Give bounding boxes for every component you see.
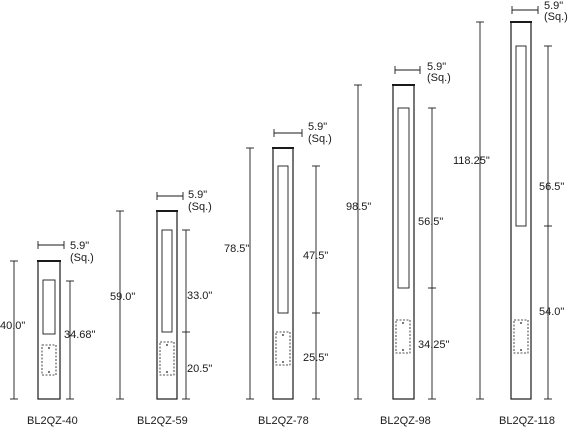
bollard-cap xyxy=(510,21,532,23)
lower-dimension-label: 34.25" xyxy=(418,339,450,351)
width-label: 5.9" xyxy=(427,61,446,73)
lower-dimension-label: 20.5" xyxy=(187,363,212,375)
screw xyxy=(48,371,50,373)
bollard-group-118: 5.9" (Sq.) 118.25" 56.5" 54.0" BL2QZ-118 xyxy=(453,0,568,427)
access-door xyxy=(41,344,57,376)
upper-dimension-label: 56.5" xyxy=(418,216,443,228)
width-sub-label: (Sq.) xyxy=(308,133,332,145)
overall-height-label: 59.0" xyxy=(110,291,135,303)
bollard-group-59: 5.9" (Sq.) 59.0" 33.0" 20.5" BL2QZ-59 xyxy=(110,189,212,427)
light-window xyxy=(277,165,289,314)
model-label: BL2QZ-78 xyxy=(258,415,309,427)
overall-height-label: 118.25" xyxy=(453,155,490,167)
lower-dimension-label: 25.5" xyxy=(303,352,328,364)
width-label: 5.9" xyxy=(70,240,89,252)
access-door xyxy=(513,319,529,354)
bollard-group-78: 5.9" (Sq.) 78.5" 47.5" 25.5" BL2QZ-78 xyxy=(224,121,332,427)
upper-dimension-label: 33.0" xyxy=(187,290,212,302)
screw xyxy=(166,344,168,346)
access-door xyxy=(159,341,175,376)
overall-height-label: 98.5" xyxy=(346,201,371,213)
width-sub-label: (Sq.) xyxy=(70,252,94,264)
lower-dimension-label: 54.0" xyxy=(539,306,564,318)
screw xyxy=(520,322,522,324)
overall-height-label: 78.5" xyxy=(224,243,249,255)
width-label: 5.9" xyxy=(308,121,327,133)
bollard-group-98: 5.9" (Sq.) 98.5" 56.5" 34.25" BL2QZ-98 xyxy=(346,61,451,427)
access-door xyxy=(395,319,411,354)
mounting-height-label: 34.68" xyxy=(64,329,96,341)
upper-dimension-label: 47.5" xyxy=(303,250,328,262)
model-label: BL2QZ-98 xyxy=(380,415,431,427)
screw xyxy=(166,371,168,373)
light-window xyxy=(397,107,410,289)
bollard-cap xyxy=(392,84,415,86)
screw xyxy=(282,334,284,336)
access-door xyxy=(275,331,291,366)
light-window xyxy=(515,45,527,227)
light-window xyxy=(42,279,56,335)
bollard-cap xyxy=(37,260,61,262)
screw xyxy=(48,347,50,349)
screw xyxy=(282,361,284,363)
model-label: BL2QZ-59 xyxy=(137,415,188,427)
upper-dimension-label: 56.5" xyxy=(539,181,564,193)
screw xyxy=(402,349,404,351)
model-label: BL2QZ-118 xyxy=(499,415,555,427)
model-label: BL2QZ-40 xyxy=(27,415,78,427)
overall-height-label: 40.0" xyxy=(0,320,25,332)
width-sub-label: (Sq.) xyxy=(188,201,212,213)
bollard-cap xyxy=(272,147,294,149)
light-window xyxy=(161,229,173,333)
width-label: 5.9" xyxy=(544,0,563,12)
screw xyxy=(402,322,404,324)
width-label: 5.9" xyxy=(188,189,207,201)
screw xyxy=(520,349,522,351)
width-sub-label: (Sq.) xyxy=(427,72,451,84)
bollard-group-40: 5.9" (Sq.) 40.0" 34.68" BL2QZ-40 xyxy=(0,240,96,427)
width-sub-label: (Sq.) xyxy=(544,11,568,23)
bollard-cap xyxy=(156,210,178,212)
